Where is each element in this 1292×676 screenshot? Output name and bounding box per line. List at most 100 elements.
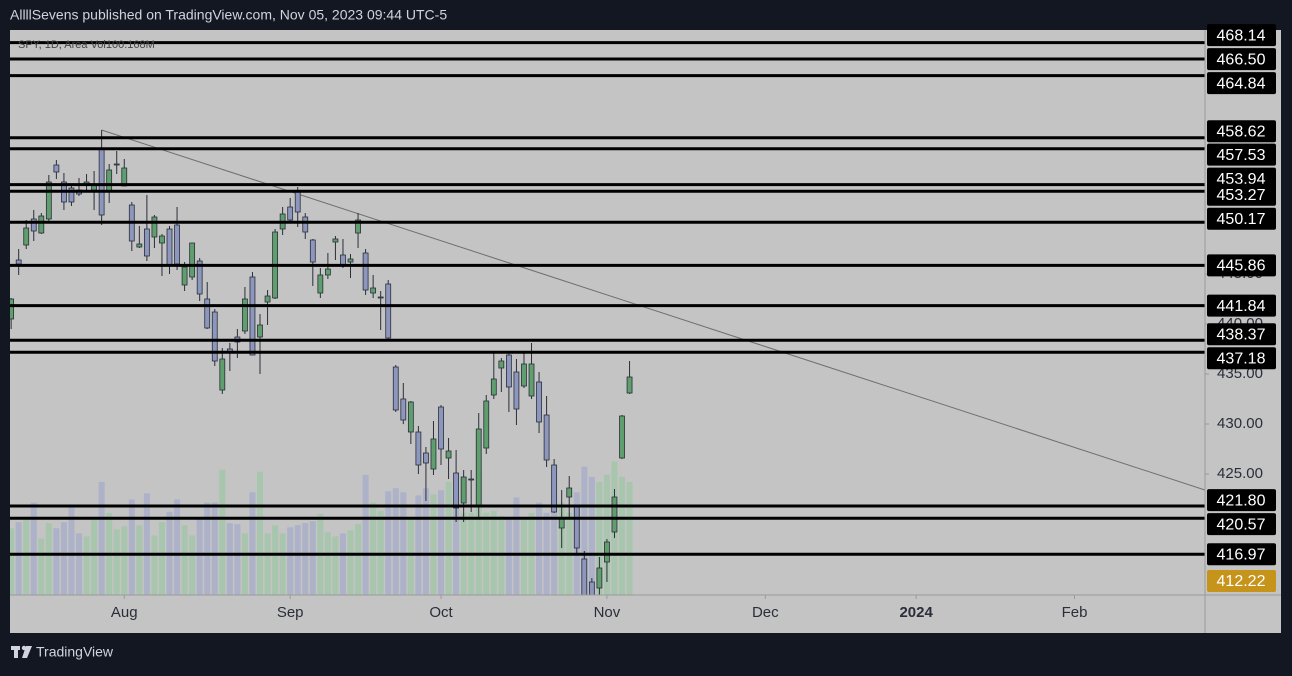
volume-bar — [272, 525, 279, 595]
candle-body — [362, 252, 369, 291]
candle-body — [219, 358, 226, 391]
level-label-box — [1207, 48, 1276, 71]
level-label-box — [1207, 24, 1276, 47]
candle-body — [309, 239, 316, 263]
candle-body — [98, 148, 105, 216]
volume-bar — [113, 529, 120, 595]
volume-bar — [75, 533, 83, 595]
volume-bar — [91, 517, 98, 595]
candle-body — [490, 378, 497, 396]
volume-bar — [596, 482, 603, 595]
volume-bar — [60, 522, 67, 595]
candle-body — [588, 581, 595, 595]
volume-bar — [536, 502, 543, 595]
level-label: 437.18 — [1217, 350, 1266, 367]
volume-bar — [603, 474, 610, 595]
candle-body — [332, 238, 339, 243]
candle-body — [551, 464, 558, 513]
level-label: 468.14 — [1217, 27, 1266, 44]
volume-bar — [121, 526, 128, 595]
volume-bar — [551, 466, 558, 595]
volume-bar — [256, 471, 264, 595]
candle-body — [30, 218, 37, 232]
publish-info: AllllSevens published on TradingView.com… — [10, 7, 447, 23]
x-tick-label: 2024 — [899, 604, 933, 621]
volume-bar — [475, 471, 482, 595]
candle-body — [10, 298, 15, 320]
volume-bar — [219, 469, 226, 595]
volume-bar — [445, 482, 452, 595]
candle-body — [15, 259, 22, 265]
level-label: 453.94 — [1217, 171, 1266, 188]
candle-body — [581, 558, 588, 595]
volume-bar — [505, 517, 512, 595]
volume-bar — [181, 525, 188, 595]
candle-body — [53, 164, 60, 173]
volume-bar — [453, 492, 460, 595]
volume-bar — [174, 499, 181, 595]
candle-body — [38, 215, 45, 234]
candle-body — [204, 298, 211, 329]
candle-body — [573, 504, 580, 549]
volume-bar — [151, 535, 158, 595]
candle-body — [45, 181, 52, 220]
volume-bar — [128, 499, 135, 595]
level-label: 445.86 — [1217, 258, 1266, 275]
volume-bar — [294, 525, 301, 595]
level-label-box — [1207, 294, 1276, 317]
candle-body — [528, 363, 535, 397]
volume-bar — [581, 466, 588, 595]
volume-bar — [38, 538, 45, 595]
candle-body — [483, 400, 490, 449]
candle-body — [317, 274, 324, 294]
candle-body — [475, 428, 482, 506]
volume-bar — [407, 517, 414, 595]
candle-body — [264, 295, 271, 303]
volume-bar — [558, 502, 565, 595]
x-tick-label: Aug — [111, 604, 138, 621]
volume-bar — [249, 492, 256, 595]
volume-bar — [204, 502, 211, 595]
level-label: 438.37 — [1217, 326, 1266, 343]
candle-body — [604, 541, 610, 563]
volume-bar — [309, 521, 316, 595]
candle-body — [347, 258, 354, 263]
candle-body — [257, 324, 263, 338]
level-label-box — [1207, 120, 1276, 143]
volume-bar — [264, 533, 271, 595]
level-label-box — [1207, 543, 1276, 566]
axes: 425.00430.00435.00440.00445.00AugSepOctN… — [111, 24, 1276, 621]
volume-bar — [422, 488, 429, 595]
candle-body — [460, 476, 467, 504]
candle-body — [174, 224, 180, 265]
volume-bar — [302, 523, 309, 595]
volume-bar — [437, 490, 445, 595]
level-label: 466.50 — [1217, 51, 1266, 68]
volume-bar — [68, 504, 75, 595]
level-label: 457.53 — [1217, 147, 1266, 164]
candle-body — [181, 266, 188, 286]
volume-bar — [347, 530, 354, 595]
volume-bar — [370, 502, 377, 595]
candle-body — [619, 415, 625, 459]
level-label-box — [1207, 183, 1276, 206]
level-label: 458.62 — [1217, 123, 1266, 140]
volume-bar — [98, 482, 105, 595]
candle-body — [370, 287, 377, 294]
level-label-box — [1207, 207, 1276, 230]
candle-body — [453, 472, 459, 509]
candle-body — [324, 268, 331, 276]
level-label: 416.97 — [1217, 547, 1266, 564]
candle-body — [136, 243, 143, 248]
candle-body — [536, 381, 542, 423]
volume-bar — [136, 525, 143, 595]
volume-bar — [430, 494, 437, 595]
y-tick-label: 425.00 — [1217, 465, 1263, 482]
candle-body — [558, 518, 565, 529]
footer-brand: TradingView — [36, 644, 114, 660]
candle-body — [407, 401, 414, 433]
candle-body — [196, 260, 203, 295]
volume-bar — [339, 533, 346, 595]
candle-body — [566, 487, 573, 498]
